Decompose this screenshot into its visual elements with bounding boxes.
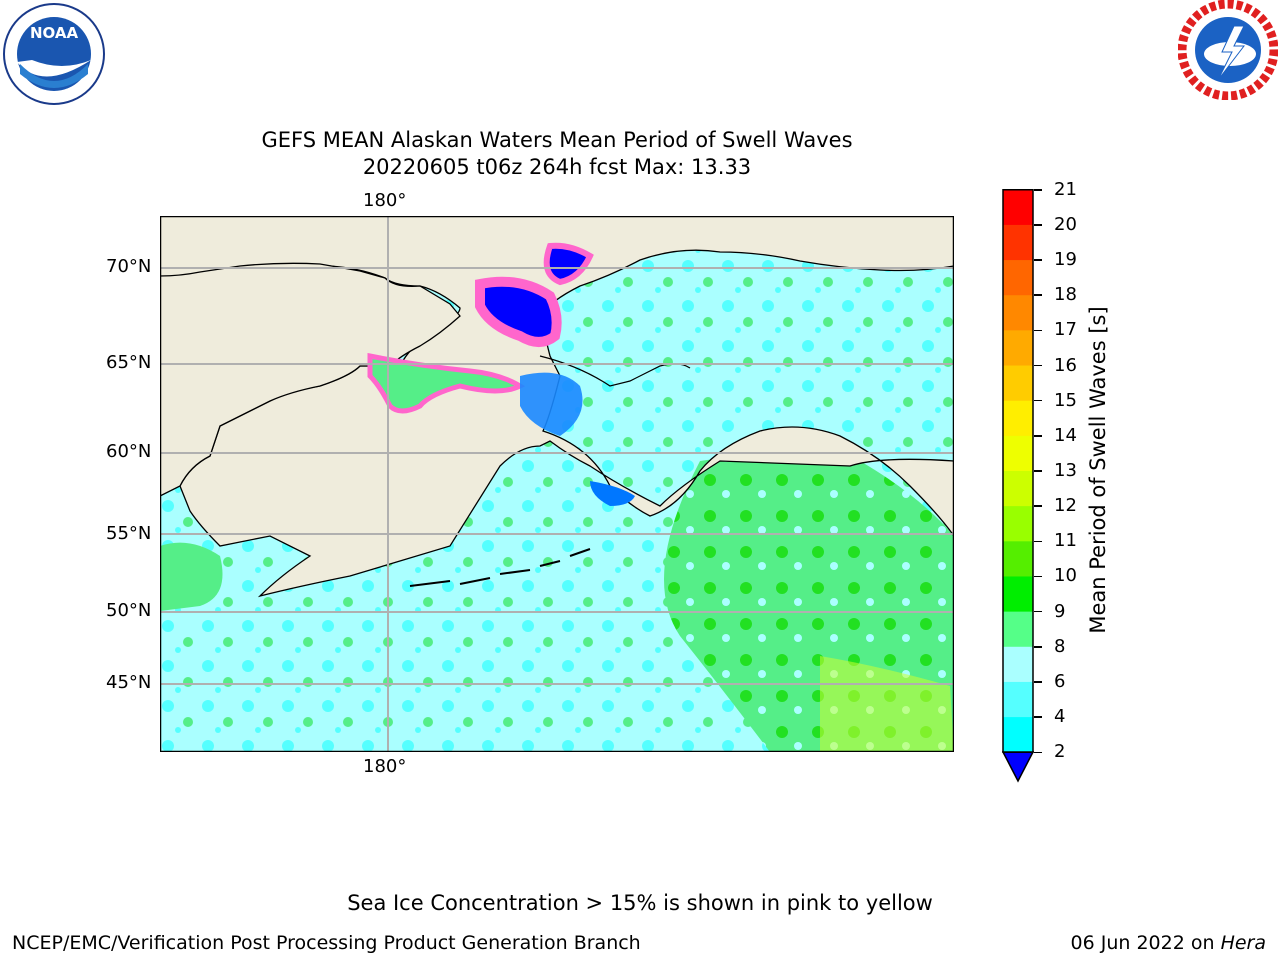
colorbar-tick-label: 19 bbox=[1054, 249, 1077, 271]
colorbar-tick-label: 11 bbox=[1054, 530, 1077, 552]
nws-logo bbox=[1177, 0, 1279, 101]
lat-label-50: 50°N bbox=[106, 600, 152, 621]
sea-ice-chukchi bbox=[475, 276, 562, 347]
footer-left: NCEP/EMC/Verification Post Processing Pr… bbox=[12, 932, 641, 954]
colorbar-tick-mark bbox=[1034, 329, 1042, 332]
colorbar-tick-mark bbox=[1034, 610, 1042, 613]
lon-label-top: 180° bbox=[363, 190, 407, 211]
colorbar-band bbox=[1003, 365, 1033, 402]
colorbar-tick-label: 10 bbox=[1054, 565, 1077, 587]
colorbar-tick-label: 14 bbox=[1054, 424, 1077, 446]
colorbar-extend-arrow bbox=[1001, 751, 1035, 783]
colorbar-tick-label: 21 bbox=[1054, 178, 1077, 200]
colorbar-tick-label: 16 bbox=[1054, 354, 1077, 376]
ocean-green-west bbox=[160, 542, 223, 611]
colorbar bbox=[1001, 189, 1035, 783]
ocean-yellow-patch bbox=[820, 656, 954, 752]
colorbar-tick-label: 12 bbox=[1054, 495, 1077, 517]
colorbar-tick-label: 8 bbox=[1054, 635, 1066, 657]
lat-label-70: 70°N bbox=[106, 256, 152, 277]
lat-label-65: 65°N bbox=[106, 352, 152, 373]
colorbar-tick-mark bbox=[1034, 575, 1042, 578]
colorbar-tick-mark bbox=[1034, 646, 1042, 648]
map-panel bbox=[159, 215, 955, 753]
colorbar-band bbox=[1003, 717, 1033, 753]
lat-label-60: 60°N bbox=[106, 441, 152, 462]
footer-date: 06 Jun 2022 on bbox=[1070, 932, 1221, 954]
chukotka-landmass bbox=[159, 262, 461, 498]
lon-label-bottom: 180° bbox=[363, 756, 407, 777]
sea-ice-note: Sea Ice Concentration > 15% is shown in … bbox=[347, 891, 933, 915]
colorbar-tick-mark bbox=[1034, 189, 1042, 191]
colorbar-band bbox=[1003, 224, 1033, 261]
noaa-logo: NOAA bbox=[2, 2, 106, 106]
bristol-bay-low bbox=[590, 481, 635, 506]
colorbar-tick-label: 4 bbox=[1054, 706, 1066, 728]
colorbar-tick-mark bbox=[1034, 435, 1042, 437]
colorbar-tick-label: 17 bbox=[1054, 319, 1077, 341]
colorbar-tick-mark bbox=[1034, 681, 1042, 683]
colorbar-tick-mark bbox=[1034, 505, 1042, 507]
colorbar-band bbox=[1003, 506, 1033, 542]
map-svg bbox=[159, 215, 955, 753]
colorbar-band bbox=[1003, 330, 1033, 367]
gridlines bbox=[160, 216, 954, 752]
colorbar-frame bbox=[1002, 189, 1034, 753]
norton-sound-low bbox=[520, 372, 583, 436]
colorbar-tick-mark bbox=[1034, 294, 1042, 296]
colorbar-tick-label: 15 bbox=[1054, 389, 1077, 411]
colorbar-tick-mark bbox=[1034, 716, 1042, 718]
footer-right: 06 Jun 2022 on Hera bbox=[1071, 932, 1266, 954]
colorbar-band bbox=[1003, 471, 1033, 507]
colorbar-tick-mark bbox=[1034, 540, 1042, 543]
colorbar-band bbox=[1003, 646, 1033, 683]
colorbar-band bbox=[1003, 260, 1033, 296]
footer-host: Hera bbox=[1220, 932, 1266, 954]
sea-ice-bering-north bbox=[367, 352, 526, 414]
colorbar-tick-mark bbox=[1034, 364, 1042, 367]
map-frame bbox=[159, 215, 955, 753]
colorbar-tick-label: 13 bbox=[1054, 460, 1077, 481]
colorbar-band bbox=[1003, 576, 1033, 613]
colorbar-band bbox=[1003, 681, 1033, 718]
colorbar-band bbox=[1003, 435, 1033, 472]
lat-label-55: 55°N bbox=[106, 523, 152, 544]
colorbar-title: Mean Period of Swell Waves [s] bbox=[1086, 306, 1110, 634]
noaa-logo-text: NOAA bbox=[30, 24, 79, 42]
aleutian-islands bbox=[409, 548, 591, 587]
colorbar-tick-label: 6 bbox=[1054, 670, 1066, 692]
colorbar-tick-mark bbox=[1034, 224, 1042, 226]
colorbar-tick-mark bbox=[1034, 751, 1042, 753]
colorbar-band bbox=[1003, 611, 1033, 648]
colorbar-band bbox=[1003, 400, 1033, 437]
colorbar-tick-label: 20 bbox=[1054, 213, 1077, 235]
colorbar-tick-label: 9 bbox=[1054, 600, 1066, 622]
colorbar-tick-mark bbox=[1034, 399, 1042, 402]
colorbar-band bbox=[1003, 295, 1033, 331]
colorbar-tick-label: 2 bbox=[1054, 741, 1066, 763]
lat-label-45: 45°N bbox=[106, 672, 152, 693]
colorbar-tick-label: 18 bbox=[1054, 284, 1077, 306]
colorbar-band bbox=[1003, 541, 1033, 577]
colorbar-band bbox=[1003, 189, 1033, 226]
chart-title: GEFS MEAN Alaskan Waters Mean Period of … bbox=[261, 128, 853, 152]
chart-subtitle: 20220605 t06z 264h fcst Max: 13.33 bbox=[362, 155, 752, 179]
colorbar-tick-mark bbox=[1034, 259, 1042, 261]
colorbar-tick-mark bbox=[1034, 470, 1042, 472]
colorbar-bands bbox=[1003, 189, 1033, 753]
